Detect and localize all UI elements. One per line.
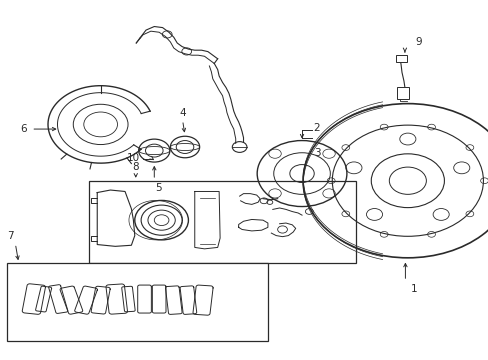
Text: 9: 9 (414, 37, 421, 46)
Text: 3: 3 (313, 148, 320, 158)
Text: 2: 2 (313, 123, 320, 133)
Bar (6, 263, 267, 341)
Text: 5: 5 (155, 183, 161, 193)
Text: 8: 8 (132, 162, 139, 172)
Bar (89, 181, 355, 263)
Text: 1: 1 (409, 284, 416, 294)
Text: 7: 7 (7, 231, 14, 241)
Text: 4: 4 (179, 108, 185, 118)
Text: 6: 6 (20, 124, 26, 134)
Bar (395, 55, 406, 62)
Text: 10: 10 (126, 153, 140, 163)
Bar (396, 87, 408, 99)
